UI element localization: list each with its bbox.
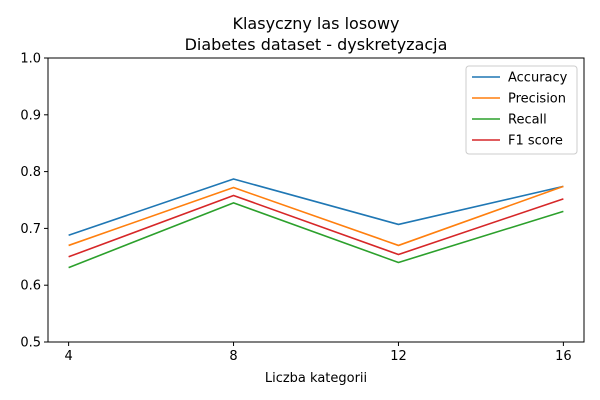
- series-line-accuracy: [68, 178, 564, 236]
- chart-subtitle: Diabetes dataset - dyskretyzacja: [185, 35, 448, 54]
- y-tick-label: 0.5: [20, 336, 41, 351]
- legend-label-accuracy: Accuracy: [508, 71, 568, 86]
- legend-label-precision: Precision: [508, 92, 566, 107]
- x-tick-label: 12: [390, 349, 407, 364]
- y-tick-label: 1.0: [20, 52, 41, 67]
- legend: Accuracy Precision Recall F1 score: [465, 65, 578, 155]
- series-line-recall: [68, 202, 564, 269]
- chart-title: Klasyczny las losowy: [232, 14, 399, 33]
- legend-label-recall: Recall: [508, 113, 547, 128]
- x-tick-label: 8: [229, 349, 237, 364]
- y-tick-label: 0.9: [20, 108, 41, 123]
- ticks-layer: 0.5 0.6 0.7 0.8 0.9 1.0 4 8 12 16: [20, 52, 571, 365]
- legend-box: [465, 65, 578, 155]
- series-line-f1-score: [68, 194, 564, 258]
- y-tick-label: 0.7: [20, 222, 41, 237]
- y-tick-label: 0.8: [20, 165, 41, 180]
- series-layer: [68, 178, 564, 269]
- series-line-precision: [68, 185, 564, 247]
- x-tick-label: 4: [64, 349, 72, 364]
- x-tick-label: 16: [555, 349, 572, 364]
- y-tick-label: 0.6: [20, 279, 41, 294]
- legend-label-f1-score: F1 score: [508, 134, 563, 149]
- x-axis-label: Liczba kategorii: [265, 371, 367, 386]
- plot-frame: [47, 57, 585, 343]
